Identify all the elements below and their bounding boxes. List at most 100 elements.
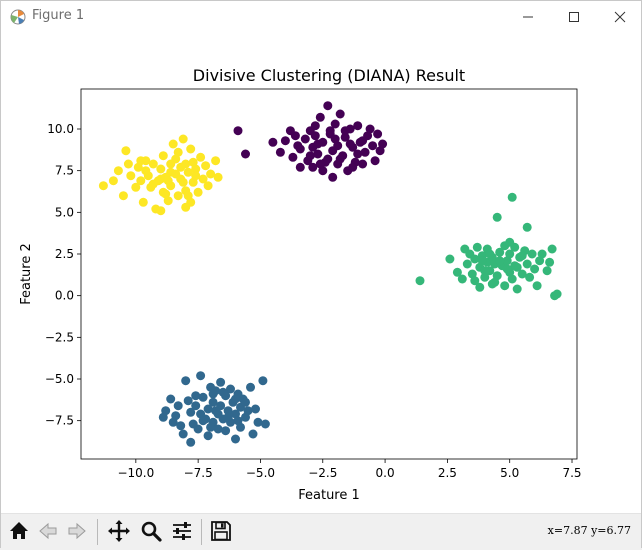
configure-subplots-button[interactable] [168, 517, 196, 545]
data-point [198, 416, 208, 426]
data-point [198, 174, 208, 184]
data-point [485, 249, 495, 259]
data-point [188, 157, 198, 167]
save-button[interactable] [207, 517, 235, 545]
figure-canvas[interactable]: Divisive Clustering (DIANA) Result −10.0… [1, 33, 641, 511]
data-point [178, 429, 188, 439]
data-point [148, 179, 158, 189]
minimize-button[interactable] [505, 1, 551, 33]
data-point [313, 149, 323, 159]
data-point [360, 147, 370, 157]
data-point [522, 222, 532, 232]
data-point [552, 289, 562, 299]
data-point [505, 249, 515, 259]
data-point [313, 139, 323, 149]
data-point [475, 282, 485, 292]
data-point [323, 154, 333, 164]
y-axis-label: Feature 2 [19, 243, 34, 305]
data-point [186, 407, 196, 417]
data-point [305, 151, 315, 161]
data-point [323, 101, 333, 111]
data-point [507, 274, 517, 284]
data-point [495, 256, 505, 266]
data-point [221, 426, 231, 436]
x-tick-label: −5.0 [246, 466, 275, 480]
y-tick-label: −5.0 [45, 372, 74, 386]
data-point [193, 424, 203, 434]
data-point [98, 181, 108, 191]
data-point [507, 192, 517, 202]
data-point [113, 166, 123, 176]
data-point [171, 411, 181, 421]
data-point [295, 162, 305, 172]
data-point [166, 167, 176, 177]
data-point [480, 272, 490, 282]
data-point [233, 416, 243, 426]
data-point [527, 249, 537, 259]
data-point [530, 264, 540, 274]
data-point [415, 276, 425, 286]
data-point [335, 154, 345, 164]
y-tick-label: 10.0 [47, 122, 74, 136]
data-point [310, 131, 320, 141]
data-point [156, 164, 166, 174]
home-button[interactable] [5, 517, 33, 545]
home-icon [10, 522, 28, 539]
data-point [308, 162, 318, 172]
data-point [161, 189, 171, 199]
pan-icon [108, 520, 130, 542]
data-point [373, 129, 383, 139]
data-point [206, 169, 216, 179]
data-point [216, 377, 226, 387]
y-axis: −7.5 −5.0 −2.5 0.0 2.5 5.0 7.5 10.0 [45, 122, 81, 428]
data-point [470, 276, 480, 286]
data-point [353, 121, 363, 131]
data-point [233, 126, 243, 136]
data-point [183, 167, 193, 177]
forward-button[interactable] [63, 517, 91, 545]
data-point [365, 124, 375, 134]
data-point [211, 156, 221, 166]
data-point [477, 256, 487, 266]
title-bar: Figure 1 [1, 1, 641, 33]
zoom-button[interactable] [137, 517, 165, 545]
data-point [211, 406, 221, 416]
maximize-button[interactable] [551, 1, 597, 33]
data-point [186, 144, 196, 154]
data-point [490, 277, 500, 287]
data-point [191, 401, 201, 411]
back-button[interactable] [34, 517, 62, 545]
close-button[interactable] [597, 1, 642, 33]
data-point [206, 422, 216, 432]
data-point [545, 257, 555, 267]
scatter-points [98, 101, 562, 447]
zoom-icon [141, 521, 162, 542]
data-point [325, 126, 335, 136]
data-point [258, 376, 268, 386]
toolbar-separator [201, 519, 202, 545]
data-point [203, 431, 213, 441]
y-tick-label: −7.5 [45, 414, 74, 428]
data-point [537, 249, 547, 259]
matplotlib-logo-icon [10, 9, 26, 25]
pan-button[interactable] [105, 517, 133, 545]
data-point [310, 121, 320, 131]
data-point [208, 389, 218, 399]
data-point [193, 187, 203, 197]
data-point [213, 172, 223, 182]
scatter-chart: Divisive Clustering (DIANA) Result −10.0… [19, 66, 582, 503]
data-point [522, 259, 532, 269]
data-point [108, 176, 118, 186]
data-point [191, 391, 201, 401]
data-point [547, 244, 557, 254]
data-point [378, 139, 388, 149]
data-point [445, 254, 455, 264]
data-point [181, 202, 191, 212]
data-point [161, 406, 171, 416]
window-title: Figure 1 [32, 8, 85, 23]
data-point [183, 396, 193, 406]
data-point [173, 401, 183, 411]
x-tick-label: 5.0 [500, 466, 519, 480]
data-point [300, 134, 310, 144]
data-point [275, 147, 285, 157]
